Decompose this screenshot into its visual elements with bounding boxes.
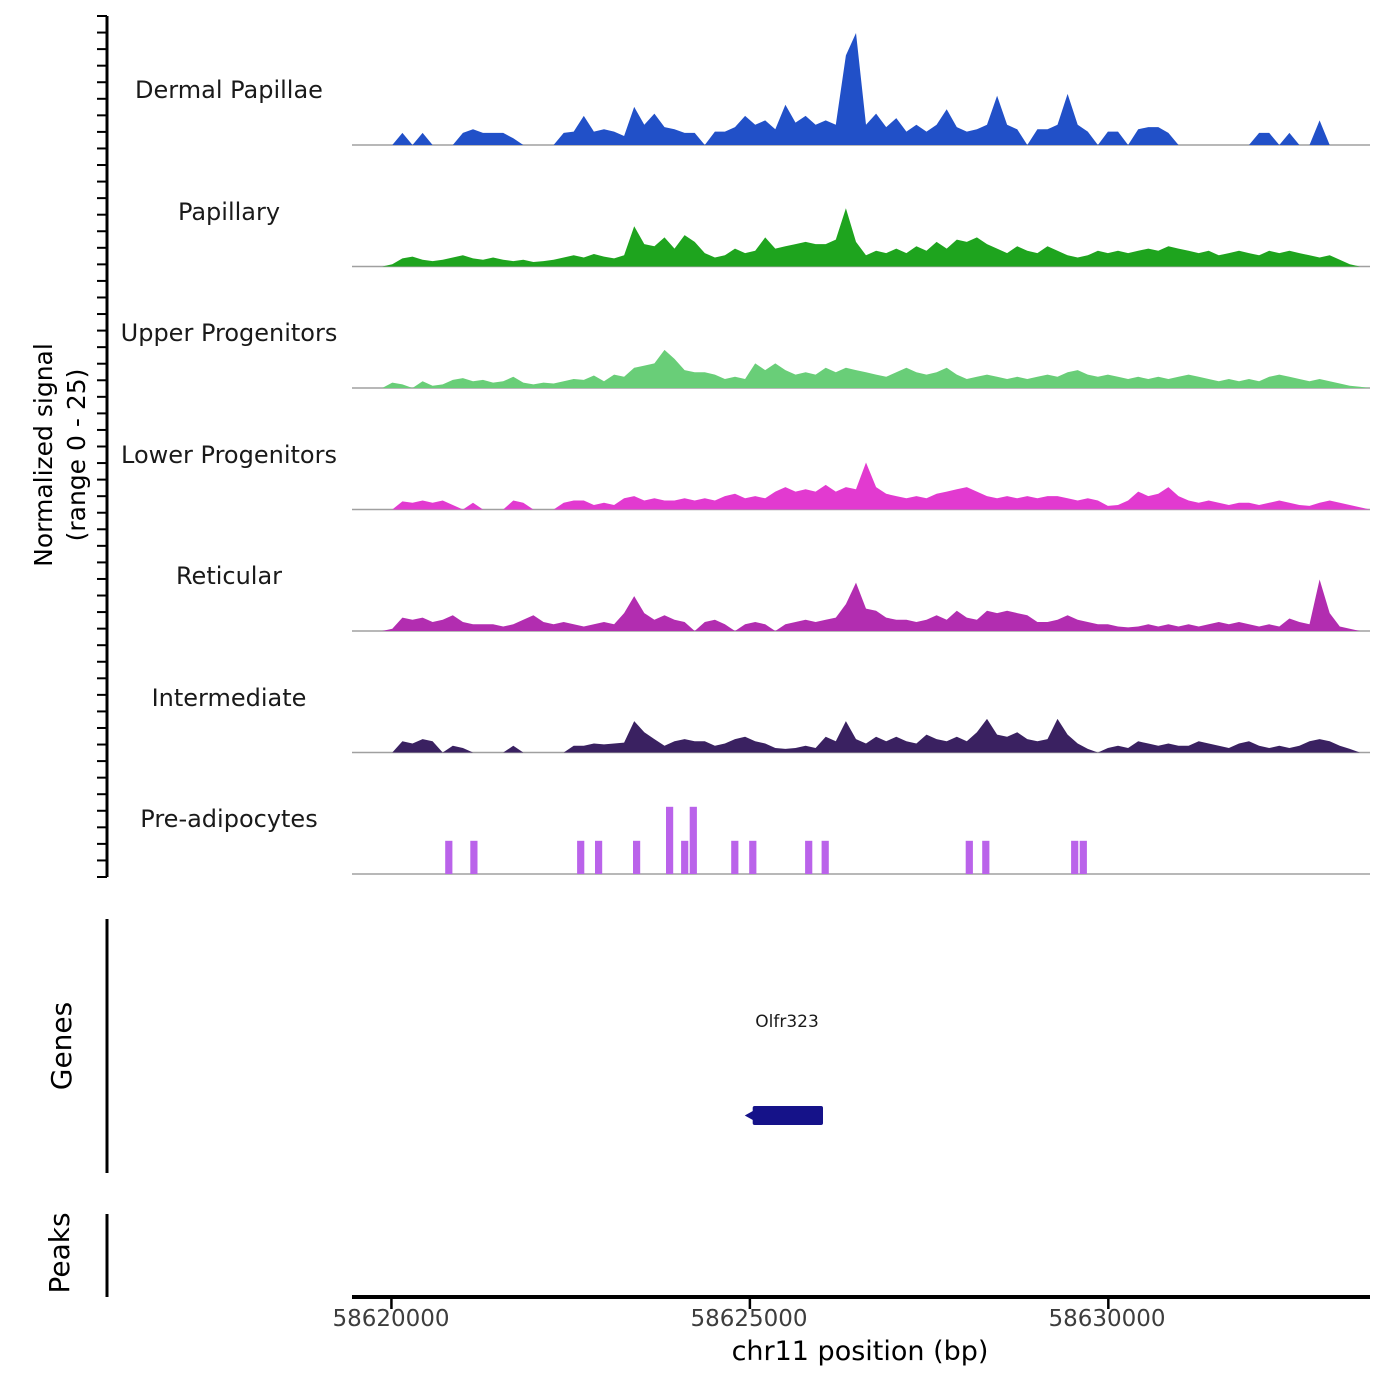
- peak-bar: [982, 840, 990, 874]
- track-label-lower-progenitors: Lower Progenitors: [121, 441, 337, 469]
- peak-bar: [666, 806, 674, 874]
- track-label-upper-progenitors: Upper Progenitors: [120, 319, 338, 347]
- peak-bar: [805, 840, 813, 874]
- peak-bar: [965, 840, 973, 874]
- track-label-pre-adipocytes: Pre-adipocytes: [140, 805, 318, 833]
- peak-bar: [689, 806, 697, 874]
- x-tick-label-58625000: 58625000: [690, 1306, 808, 1332]
- x-axis-title: chr11 position (bp): [731, 1336, 989, 1367]
- track-label-papillary: Papillary: [177, 198, 281, 226]
- signal-area-4: [352, 579, 1370, 631]
- peak-bar: [821, 840, 829, 874]
- y-axis-label-line2: (range 0 - 25): [62, 368, 91, 542]
- peak-bar: [470, 840, 478, 874]
- peak-bar: [1071, 840, 1079, 874]
- peak-bar: [1079, 840, 1087, 874]
- x-tick-label-58630000: 58630000: [1048, 1306, 1166, 1332]
- peak-bar: [681, 840, 689, 874]
- gene-strand-arrow: [744, 1110, 754, 1121]
- genes-section-label: Genes: [45, 1001, 78, 1091]
- gene-body: [752, 1106, 823, 1125]
- signal-area-5: [352, 718, 1370, 753]
- signal-area-1: [352, 208, 1370, 267]
- track-label-intermediate: Intermediate: [151, 684, 307, 712]
- y-axis-label-line1: Normalized signal: [29, 343, 58, 567]
- track-label-dermal-papillae: Dermal Papillae: [135, 76, 323, 104]
- peak-bar: [633, 840, 641, 874]
- x-tick-label-58620000: 58620000: [332, 1306, 450, 1332]
- signal-area-3: [352, 462, 1370, 510]
- peak-bar: [577, 840, 585, 874]
- y-axis-label: Normalized signal (range 0 - 25): [27, 175, 93, 735]
- peak-bar: [749, 840, 757, 874]
- peak-bar: [731, 840, 739, 874]
- peak-bar: [445, 840, 453, 874]
- signal-area-2: [352, 349, 1370, 388]
- peaks-section-label: Peaks: [43, 1212, 76, 1294]
- gene-name-olfr323: Olfr323: [755, 1012, 819, 1032]
- signal-area-0: [352, 33, 1370, 145]
- track-label-reticular: Reticular: [175, 562, 283, 590]
- peak-bar: [595, 840, 603, 874]
